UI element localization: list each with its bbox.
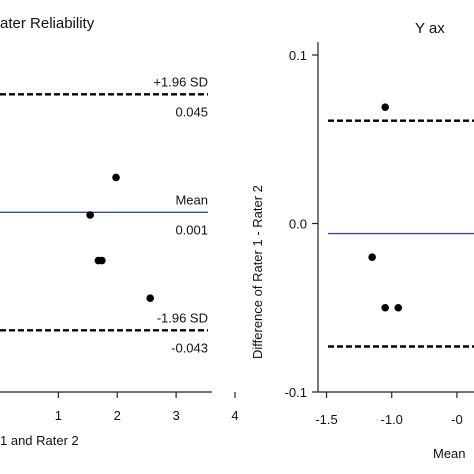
right-y-tick-label-2: -0.1 xyxy=(285,385,307,400)
right-chart-panel: Y ax 0.1 0.0 -0.1 -1.5 -1.0 -0 Difference of … xyxy=(250,20,474,461)
right-chart-title: Y ax xyxy=(415,20,445,37)
left-data-point xyxy=(112,173,120,182)
right-x-tick-label-2: -0 xyxy=(451,412,463,427)
left-x-tick-label-0: 1 xyxy=(55,408,62,423)
left-x-tick-label-1: 2 xyxy=(114,408,121,423)
right-y-tick-label-1: 0.0 xyxy=(289,217,307,232)
left-x-tick-label-2: 3 xyxy=(172,408,179,423)
left-x-axis-label: 1 and Rater 2 xyxy=(0,433,79,448)
left-reference-value-2: -0.043 xyxy=(171,340,208,355)
left-reference-value-1: 0.001 xyxy=(175,222,208,237)
right-y-tick-label-0: 0.1 xyxy=(289,48,307,63)
right-y-axis-label: Difference of Rater 1 - Rater 2 xyxy=(250,185,265,359)
left-reference-label-1: Mean xyxy=(175,192,208,207)
left-reference-label-0: +1.96 SD xyxy=(153,74,208,89)
left-reference-value-0: 0.045 xyxy=(175,104,208,119)
left-data-point xyxy=(98,256,106,265)
right-x-tick-label-0: -1.5 xyxy=(315,412,337,427)
left-chart-panel: ater Reliability +1.96 SD 0.045 Mean 0.001 -… xyxy=(0,15,239,448)
left-chart-title: ater Reliability xyxy=(0,15,95,32)
right-data-point xyxy=(368,253,376,261)
right-x-tick-label-1: -1.0 xyxy=(381,412,403,427)
left-data-point xyxy=(86,211,94,219)
right-x-axis-label: Mean xyxy=(433,446,466,461)
right-data-point xyxy=(381,103,390,112)
left-data-point xyxy=(146,294,154,302)
right-data-point xyxy=(394,303,403,312)
left-x-tick-label-3: 4 xyxy=(231,408,238,423)
left-reference-label-2: -1.96 SD xyxy=(157,310,208,325)
right-data-point xyxy=(381,303,390,312)
